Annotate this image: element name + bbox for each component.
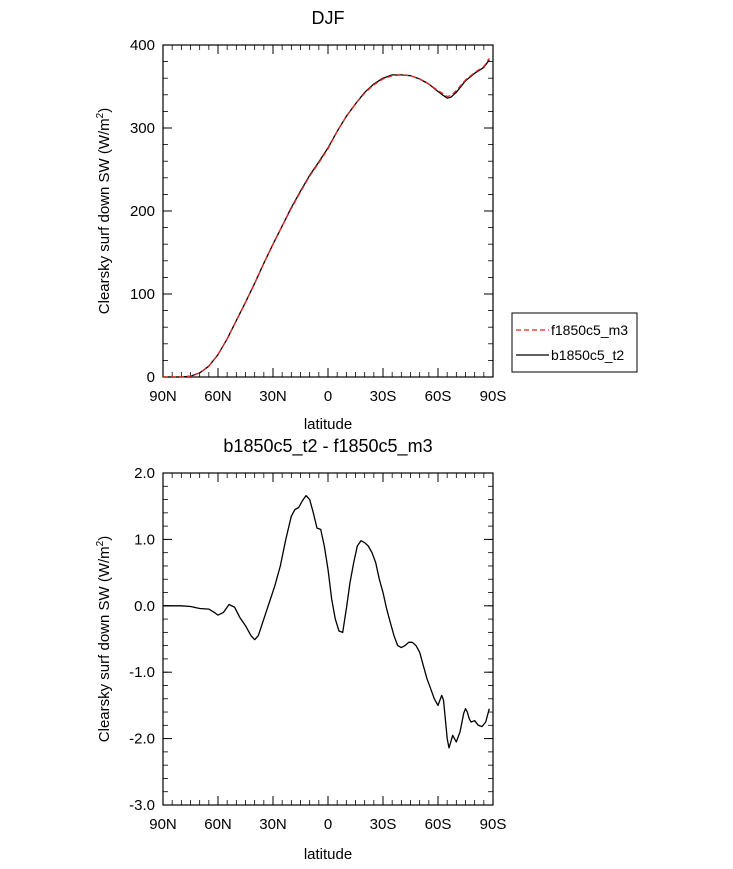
- x-tick-label: 90N: [149, 816, 177, 833]
- y-tick-label: 200: [130, 203, 155, 220]
- x-tick-label: 90N: [149, 388, 177, 405]
- y-tick-label: 1.0: [134, 531, 155, 548]
- x-axis-label: latitude: [304, 846, 352, 863]
- y-tick-label: -2.0: [129, 731, 155, 748]
- series-layer: [163, 494, 490, 749]
- y-tick-label: -1.0: [129, 664, 155, 681]
- y-tick-label: 100: [130, 286, 155, 303]
- chart-title: b1850c5_t2 - f1850c5_m3: [223, 436, 432, 457]
- x-tick-label: 60S: [425, 816, 452, 833]
- y-axis-label: Clearsky surf down SW (W/m2): [95, 108, 113, 314]
- x-axis-label: latitude: [304, 416, 352, 433]
- x-tick-label: 30N: [259, 388, 287, 405]
- x-tick-label: 60S: [425, 388, 452, 405]
- y-tick-label: 0.0: [134, 598, 155, 615]
- x-tick-label: 30S: [370, 388, 397, 405]
- y-tick-label: -3.0: [129, 797, 155, 814]
- y-tick-label: 300: [130, 120, 155, 137]
- x-tick-label: 30N: [259, 816, 287, 833]
- plot-frame: [162, 472, 494, 806]
- y-tick-label: 400: [130, 37, 155, 54]
- legend-box: [511, 312, 638, 373]
- x-tick-label: 0: [324, 388, 332, 405]
- y-axis-label: Clearsky surf down SW (W/m2): [95, 536, 113, 742]
- legend-label-f1850c5-m3: f1850c5_m3: [551, 322, 628, 338]
- axis-ticks: 90N 60N 30N 0 30S 60S 90S -3.0 -2.0 -1.0 0.0 1.0 2.0: [129, 465, 506, 833]
- legend: f1850c5_m3 b1850c5_t2: [511, 312, 638, 373]
- x-tick-label: 0: [324, 816, 332, 833]
- x-tick-label: 90S: [480, 816, 507, 833]
- x-tick-label: 90S: [480, 388, 507, 405]
- difference-line: [163, 494, 490, 749]
- series-line-f1850c5-m3: [163, 57, 490, 378]
- chart-title: DJF: [312, 8, 345, 28]
- y-tick-label: 2.0: [134, 465, 155, 482]
- series-layer: [163, 57, 490, 378]
- x-tick-label: 30S: [370, 816, 397, 833]
- x-tick-label: 60N: [204, 388, 232, 405]
- axis-ticks: 90N 60N 30N 0 30S 60S 90S 0 100 200 300 400: [130, 37, 506, 405]
- series-line-b1850c5-t2: [163, 59, 490, 378]
- bottom-panel: b1850c5_t2 - f1850c5_m3 90N 60N 30N 0 30S 60S…: [95, 436, 506, 863]
- x-tick-label: 60N: [204, 816, 232, 833]
- legend-label-b1850c5-t2: b1850c5_t2: [551, 347, 624, 363]
- top-panel: DJF 90N 60N 30N 0 30S 60S 90S 0 100 200 300 400 lat…: [95, 8, 638, 433]
- y-tick-label: 0: [147, 369, 155, 386]
